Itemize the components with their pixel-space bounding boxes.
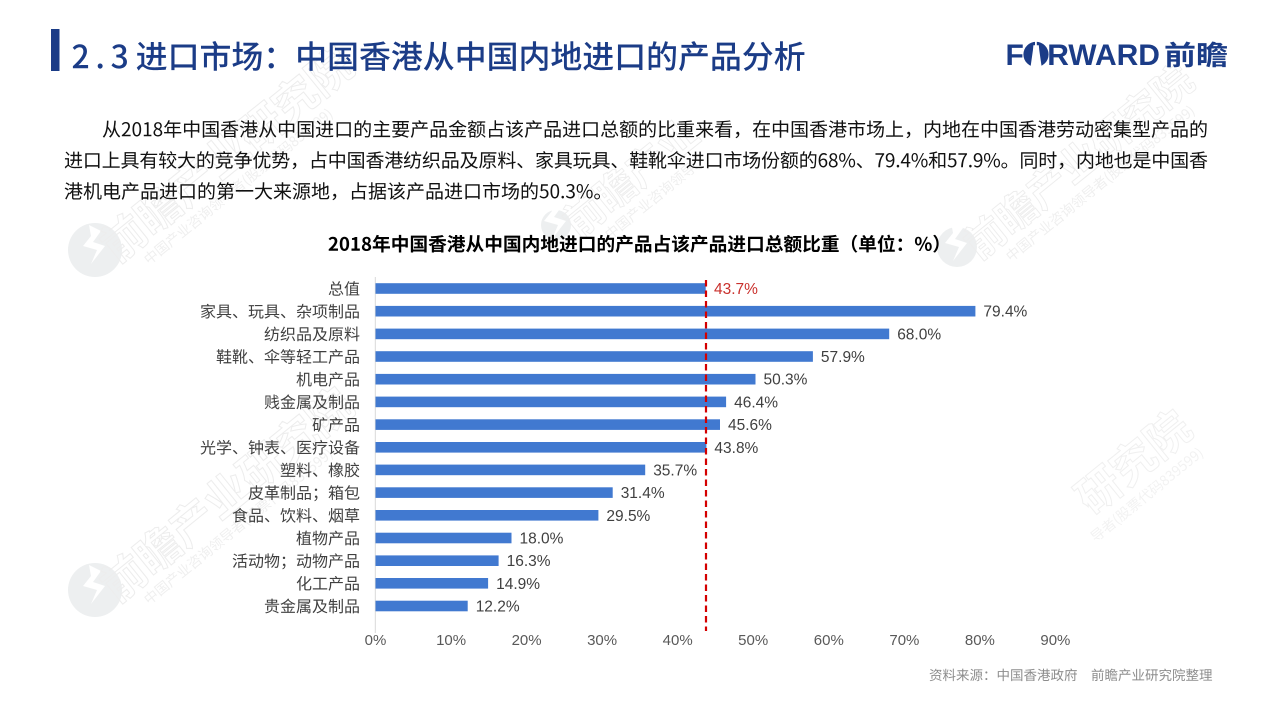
svg-text:0%: 0% xyxy=(365,632,387,649)
svg-text:30%: 30% xyxy=(587,632,617,649)
svg-text:40%: 40% xyxy=(663,632,693,649)
svg-text:10%: 10% xyxy=(436,632,466,649)
svg-text:57.9%: 57.9% xyxy=(821,349,865,366)
svg-text:20%: 20% xyxy=(512,632,542,649)
svg-text:12.2%: 12.2% xyxy=(476,599,520,616)
svg-text:18.0%: 18.0% xyxy=(520,531,564,548)
svg-text:31.4%: 31.4% xyxy=(621,485,665,502)
svg-text:F: F xyxy=(1006,39,1024,72)
svg-text:45.6%: 45.6% xyxy=(728,417,772,434)
svg-text:90%: 90% xyxy=(1040,632,1070,649)
svg-text:16.3%: 16.3% xyxy=(507,553,551,570)
svg-text:43.7%: 43.7% xyxy=(714,281,758,298)
svg-text:80%: 80% xyxy=(965,632,995,649)
svg-text:29.5%: 29.5% xyxy=(606,508,650,525)
svg-text:14.9%: 14.9% xyxy=(496,576,540,593)
svg-text:50%: 50% xyxy=(738,632,768,649)
svg-text:70%: 70% xyxy=(889,632,919,649)
svg-text:50.3%: 50.3% xyxy=(764,372,808,389)
svg-text:RWARD: RWARD xyxy=(1047,39,1160,72)
svg-text:60%: 60% xyxy=(814,632,844,649)
svg-text:43.8%: 43.8% xyxy=(714,440,758,457)
svg-text:68.0%: 68.0% xyxy=(897,326,941,343)
svg-text:35.7%: 35.7% xyxy=(653,462,697,479)
svg-text:79.4%: 79.4% xyxy=(983,304,1027,321)
svg-text:46.4%: 46.4% xyxy=(734,394,778,411)
